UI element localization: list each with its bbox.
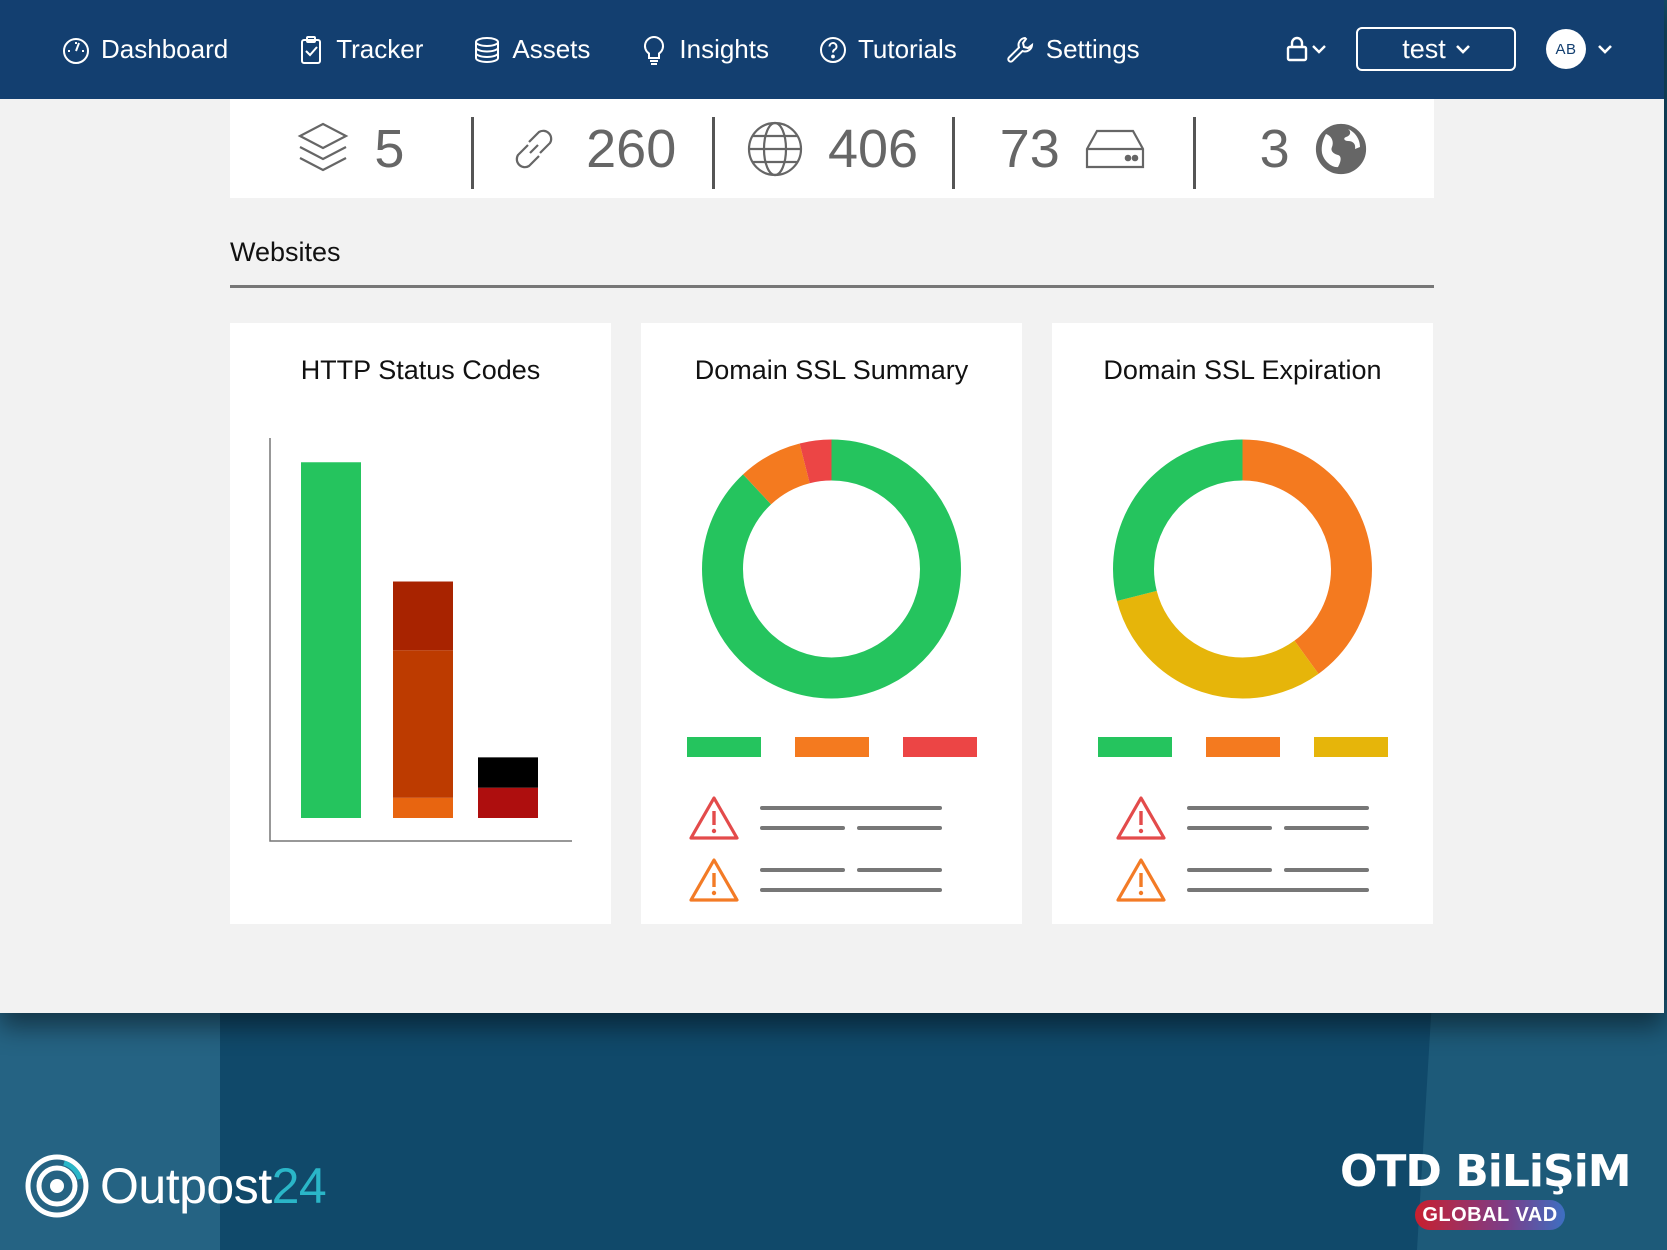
card-http-status[interactable]: HTTP Status Codes bbox=[230, 323, 611, 924]
legend bbox=[1052, 737, 1433, 757]
donut-slice[interactable] bbox=[1113, 439, 1372, 699]
nav-dashboard[interactable]: Dashboard bbox=[60, 34, 228, 66]
outpost24-logo: Outpost24 bbox=[24, 1153, 327, 1219]
stats-strip: 5 260 406 73 3 bbox=[230, 99, 1434, 198]
placeholder-lines bbox=[1187, 806, 1369, 830]
lightbulb-icon bbox=[644, 35, 665, 65]
nav-tracker[interactable]: Tracker bbox=[295, 34, 423, 66]
gauge-icon bbox=[63, 37, 89, 64]
ssl-expiration-donut bbox=[1113, 439, 1372, 699]
chart-axis bbox=[269, 438, 572, 842]
card-ssl-expiration[interactable]: Domain SSL Expiration bbox=[1052, 323, 1433, 924]
stat-links-value: 260 bbox=[586, 118, 677, 179]
stat-layers-value: 5 bbox=[374, 118, 405, 179]
ssl-summary-donut bbox=[702, 439, 961, 699]
nav-right-controls: test AB bbox=[1286, 27, 1612, 71]
legend-swatch-orange bbox=[1205, 737, 1280, 757]
bar-segment[interactable] bbox=[393, 581, 453, 651]
workspace-selector[interactable]: test bbox=[1356, 27, 1516, 71]
server-drive-icon bbox=[1085, 129, 1144, 168]
nav-assets[interactable]: Assets bbox=[471, 34, 590, 66]
chevron-down-icon bbox=[1455, 45, 1470, 54]
legend-swatch-green bbox=[686, 737, 761, 757]
link-icon bbox=[515, 129, 553, 168]
bar-segment[interactable] bbox=[478, 757, 538, 788]
chevron-down-icon bbox=[1598, 45, 1612, 54]
legend-swatch-yellow bbox=[1313, 737, 1388, 757]
nav-insights-label: Insights bbox=[679, 34, 769, 64]
stat-domains-value: 406 bbox=[827, 118, 919, 179]
outpost24-wordmark: Outpost24 bbox=[100, 1158, 327, 1214]
warning-icon bbox=[1116, 796, 1166, 840]
warning-icon bbox=[689, 796, 739, 840]
nav-dashboard-label: Dashboard bbox=[101, 34, 229, 64]
nav-assets-label: Assets bbox=[512, 34, 591, 64]
stat-domains[interactable]: 406 bbox=[711, 99, 953, 198]
otd-bilisim-logo: OTD BiLiŞiM GLOBAL VAD bbox=[1340, 1148, 1640, 1230]
section-divider bbox=[230, 285, 1434, 288]
lock-icon bbox=[1286, 36, 1308, 62]
stat-regions[interactable]: 3 bbox=[1193, 99, 1434, 198]
legend-swatch-red bbox=[902, 737, 977, 757]
chevron-down-icon bbox=[1312, 45, 1326, 54]
alert-row bbox=[688, 857, 942, 903]
layers-icon bbox=[297, 122, 349, 171]
nav-tracker-label: Tracker bbox=[336, 34, 424, 64]
donut-slice[interactable] bbox=[702, 439, 961, 699]
bar-segment[interactable] bbox=[393, 797, 453, 818]
nav-tutorials[interactable]: Tutorials bbox=[817, 34, 957, 66]
alert-row bbox=[1115, 857, 1369, 903]
app-window: Dashboard Tracker Assets Insights Tutori… bbox=[0, 0, 1664, 1013]
workspace-label: test bbox=[1402, 33, 1446, 64]
user-menu[interactable]: AB bbox=[1546, 29, 1612, 69]
clipboard-check-icon bbox=[301, 35, 322, 64]
card-title: Domain SSL Summary bbox=[694, 355, 969, 385]
top-navigation: Dashboard Tracker Assets Insights Tutori… bbox=[0, 0, 1664, 99]
stat-regions-value: 3 bbox=[1259, 118, 1290, 179]
legend bbox=[641, 737, 1022, 757]
legend-swatch-green bbox=[1097, 737, 1172, 757]
database-icon bbox=[475, 36, 500, 63]
global-vad-badge: GLOBAL VAD bbox=[1415, 1200, 1565, 1230]
card-ssl-summary[interactable]: Domain SSL Summary bbox=[641, 323, 1022, 924]
background-panel-center bbox=[220, 1000, 1430, 1250]
bar-segment[interactable] bbox=[393, 650, 453, 798]
legend-swatch-orange bbox=[794, 737, 869, 757]
card-title: HTTP Status Codes bbox=[300, 355, 541, 385]
warning-icon bbox=[689, 858, 739, 902]
donut-slice[interactable] bbox=[1113, 439, 1372, 699]
wrench-icon bbox=[1007, 36, 1033, 63]
nav-settings-label: Settings bbox=[1045, 34, 1140, 64]
otd-bilisim-wordmark: OTD BiLiŞiM bbox=[1340, 1146, 1632, 1197]
placeholder-lines bbox=[760, 868, 942, 892]
stat-layers[interactable]: 5 bbox=[230, 99, 471, 198]
donut-slice[interactable] bbox=[702, 439, 961, 699]
placeholder-lines bbox=[1187, 868, 1369, 892]
section-title: Websites bbox=[230, 237, 341, 267]
http-status-chart bbox=[269, 438, 572, 842]
avatar: AB bbox=[1546, 29, 1586, 69]
stat-servers-value: 73 bbox=[999, 118, 1060, 179]
globe-icon bbox=[747, 121, 803, 176]
earth-icon bbox=[1315, 123, 1366, 174]
nav-tutorials-label: Tutorials bbox=[858, 34, 957, 64]
stat-links[interactable]: 260 bbox=[470, 99, 712, 198]
card-title: Domain SSL Expiration bbox=[1103, 355, 1382, 385]
bar-segment[interactable] bbox=[478, 787, 538, 818]
nav-insights[interactable]: Insights bbox=[638, 34, 769, 66]
stat-servers[interactable]: 73 bbox=[952, 99, 1193, 198]
target-rings-icon bbox=[25, 1154, 89, 1218]
nav-settings[interactable]: Settings bbox=[1005, 34, 1140, 66]
placeholder-lines bbox=[760, 806, 942, 830]
alert-row bbox=[1115, 795, 1369, 841]
alert-row bbox=[688, 795, 942, 841]
warning-icon bbox=[1116, 858, 1166, 902]
bar-segment[interactable] bbox=[301, 462, 361, 818]
question-circle-icon bbox=[820, 36, 846, 63]
lock-menu[interactable] bbox=[1286, 36, 1326, 62]
